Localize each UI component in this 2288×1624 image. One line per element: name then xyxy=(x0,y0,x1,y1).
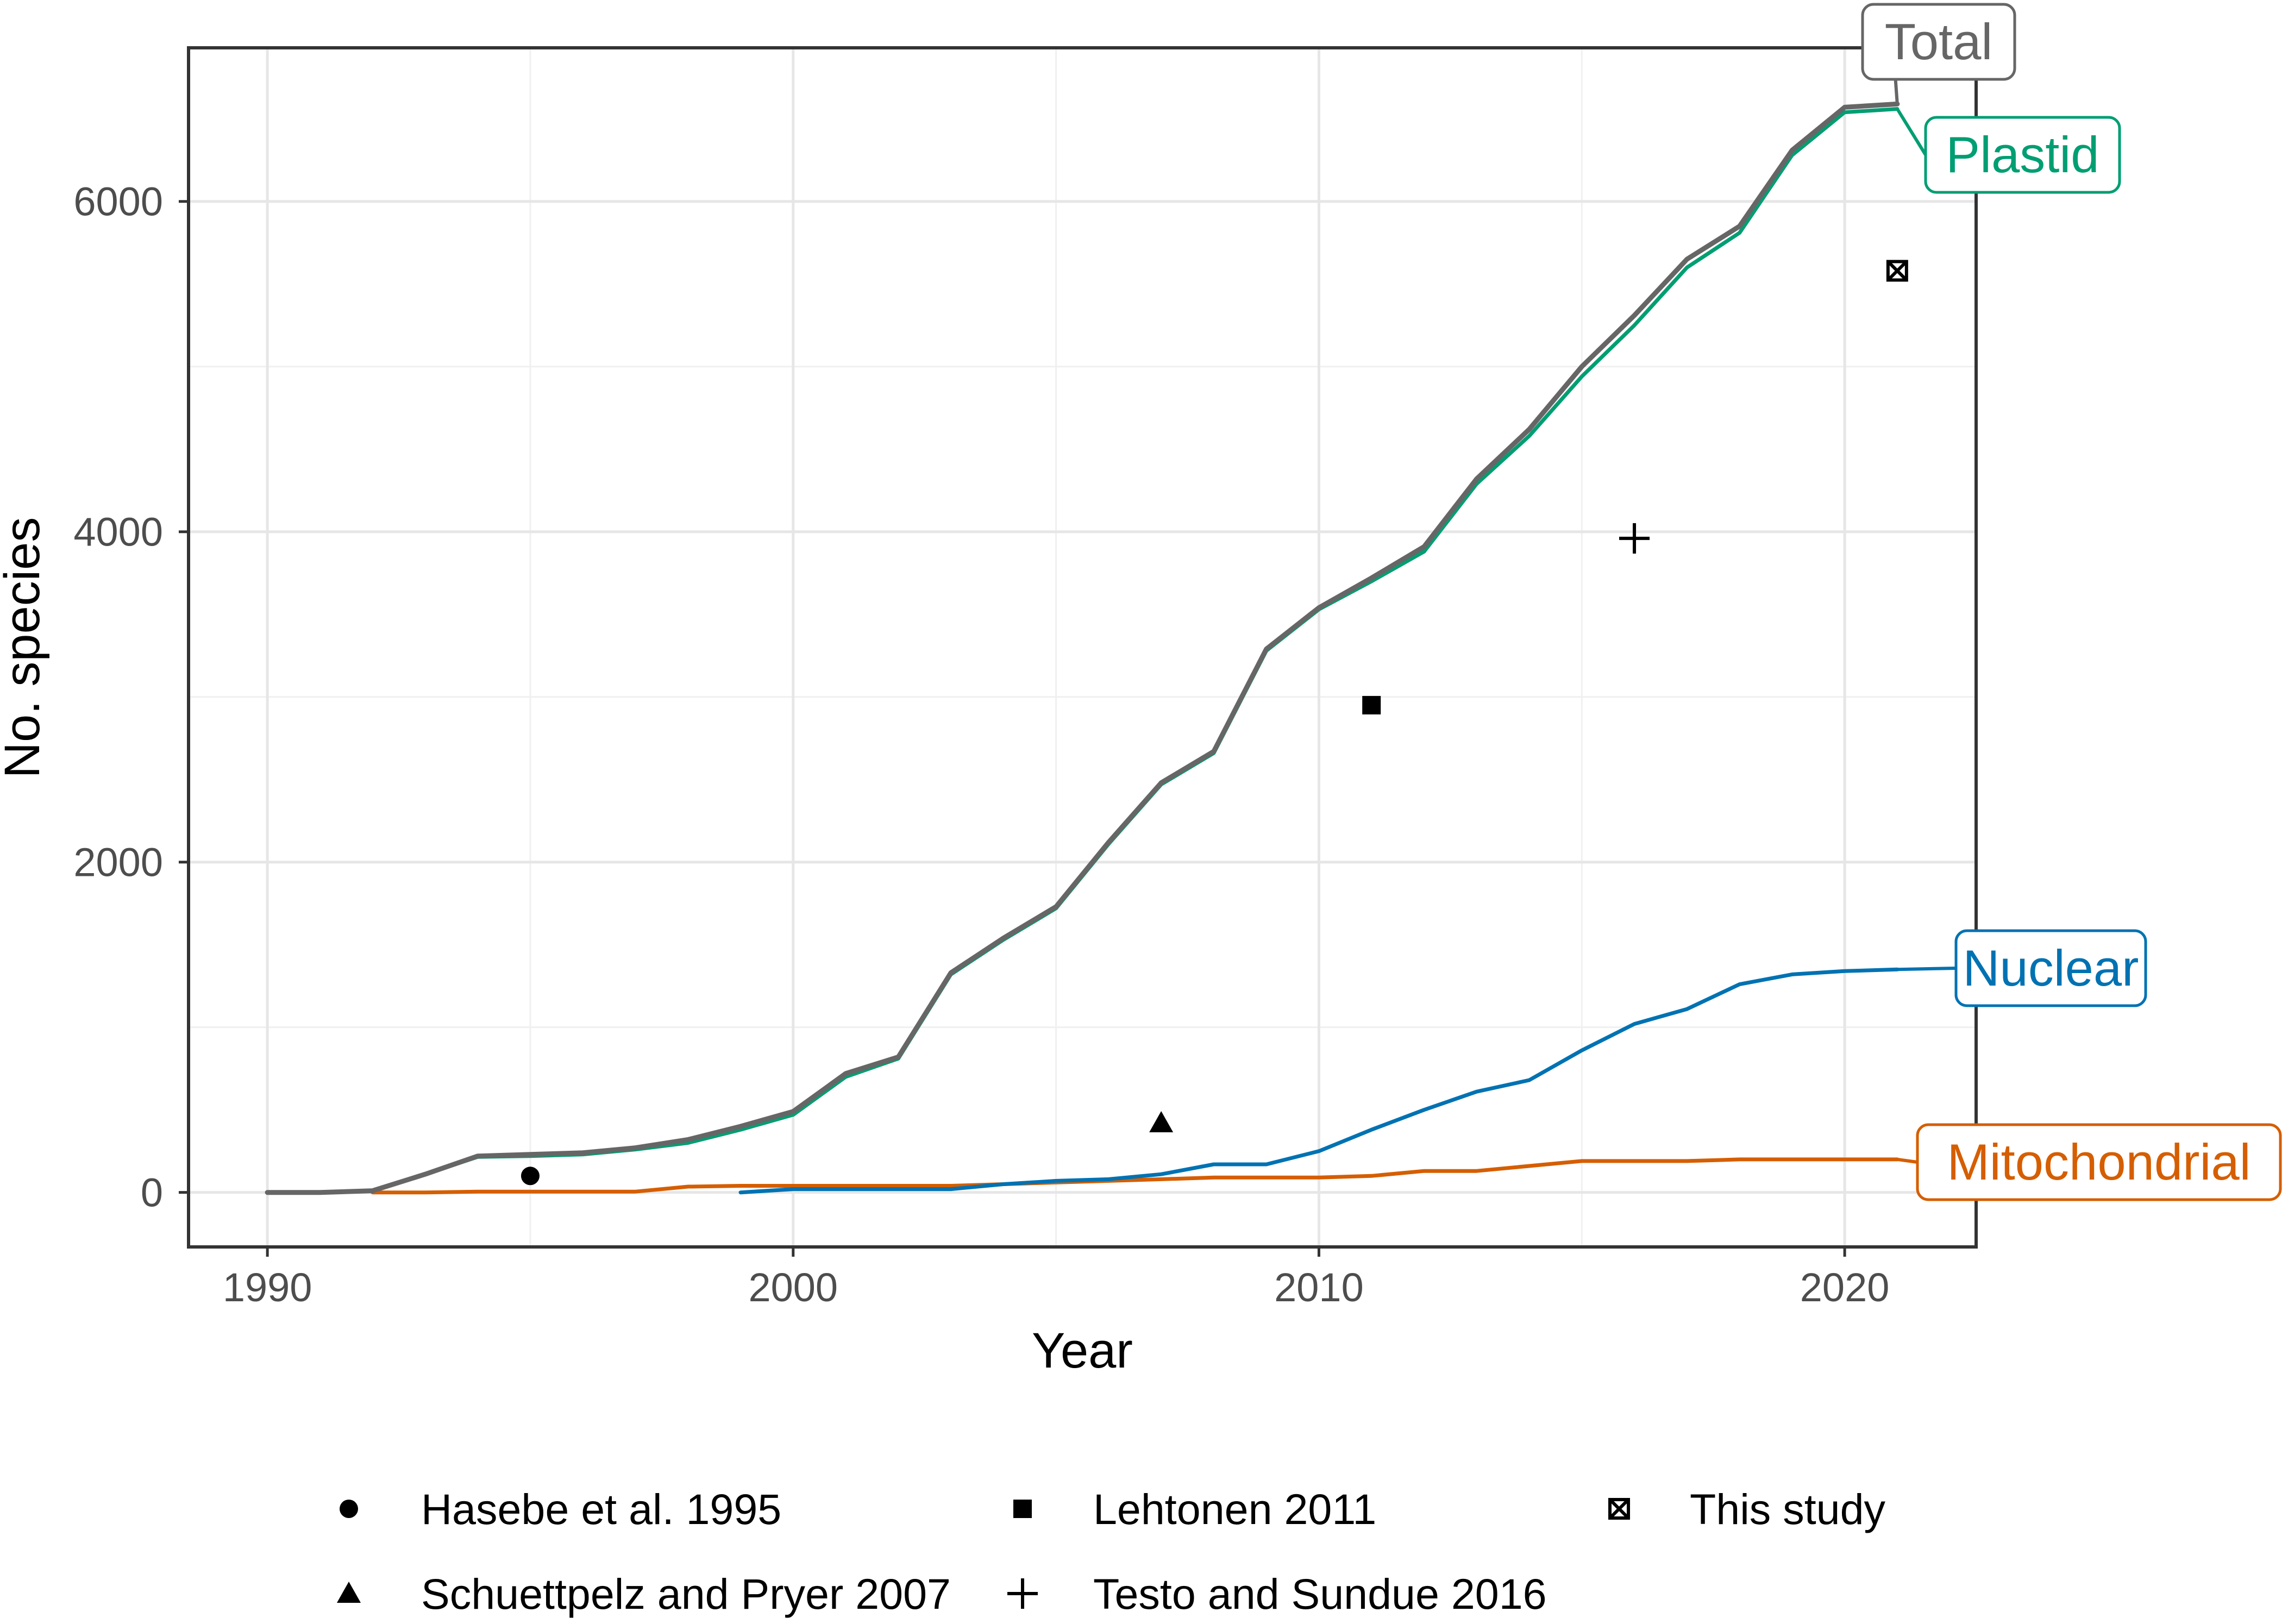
legend-key xyxy=(340,1500,358,1518)
legend-label: Testo and Sundue 2016 xyxy=(1093,1570,1547,1618)
axes: 1990 2000 2010 2020 0 2000 4000 6000 xyxy=(73,179,1889,1310)
point-hasebe-et-al-1995 xyxy=(521,1167,540,1186)
x-tick-label: 2020 xyxy=(1800,1265,1890,1310)
legend: Hasebe et al. 1995 Lehtonen 2011 This stud… xyxy=(337,1485,1886,1618)
legend-item: Hasebe et al. 1995 xyxy=(340,1485,781,1533)
series-label-plastid: Plastid xyxy=(1896,108,2121,194)
y-tick-label: 0 xyxy=(141,1170,163,1215)
series-line-plastid xyxy=(265,107,1900,1195)
triangle-marker xyxy=(1149,1111,1174,1133)
circle-marker xyxy=(340,1500,358,1518)
x-line-2 xyxy=(1886,260,1908,281)
y-tick-label: 4000 xyxy=(73,510,163,555)
legend-key xyxy=(337,1582,361,1603)
reference-points xyxy=(521,260,1908,1186)
y-tick-label: 2000 xyxy=(73,840,163,885)
circle-marker xyxy=(521,1167,540,1186)
series-labels: Total Plastid Nuclear Mitochondrial xyxy=(1861,3,2282,1201)
square-marker xyxy=(1013,1500,1032,1518)
point-this-study xyxy=(1886,260,1908,282)
x-tick-label: 2000 xyxy=(748,1265,838,1310)
square-marker xyxy=(1362,695,1381,714)
series-label-nuclear: Nuclear xyxy=(1897,929,2147,1007)
legend-label: Hasebe et al. 1995 xyxy=(421,1485,781,1533)
point-testo-and-sundue-2016 xyxy=(1619,523,1650,554)
series-label-connector xyxy=(1896,108,1927,156)
y-tick-label: 6000 xyxy=(73,179,163,224)
series-label-connector xyxy=(1897,967,1957,971)
point-lehtonen-2011 xyxy=(1362,695,1381,714)
grid xyxy=(189,48,1976,1247)
series-label-box xyxy=(1916,1123,2282,1201)
legend-label: Schuettpelz and Pryer 2007 xyxy=(421,1570,951,1618)
series-line-total xyxy=(265,101,1900,1195)
legend-item: This study xyxy=(1608,1485,1886,1533)
series-label-mitochondrial: Mitochondrial xyxy=(1897,1123,2282,1201)
series-lines xyxy=(265,101,1900,1195)
series-line-nuclear xyxy=(738,967,1900,1195)
x-line-2 xyxy=(1608,1498,1630,1520)
legend-item: Schuettpelz and Pryer 2007 xyxy=(337,1570,951,1618)
triangle-marker xyxy=(337,1582,361,1603)
series-label-text: Mitochondrial xyxy=(1947,1133,2251,1190)
legend-item: Testo and Sundue 2016 xyxy=(1007,1570,1547,1618)
series-label-text: Plastid xyxy=(1946,126,2099,183)
series-label-box xyxy=(1861,3,2016,81)
series-label-total: Total xyxy=(1861,3,2016,104)
legend-item: Lehtonen 2011 xyxy=(1013,1485,1376,1533)
legend-label: Lehtonen 2011 xyxy=(1093,1485,1376,1533)
point-schuettpelz-and-pryer-2007 xyxy=(1149,1111,1174,1133)
series-label-text: Nuclear xyxy=(1963,939,2139,996)
legend-key xyxy=(1608,1498,1630,1520)
x-tick-label: 1990 xyxy=(223,1265,312,1310)
legend-key xyxy=(1007,1578,1038,1609)
x-tick-label: 2010 xyxy=(1274,1265,1364,1310)
x-axis-title: Year xyxy=(1032,1323,1133,1378)
y-axis-title: No. species xyxy=(0,517,50,779)
legend-key xyxy=(1013,1500,1032,1518)
series-label-connector xyxy=(1897,1157,1918,1164)
series-line-mitochondrial xyxy=(371,1157,1900,1195)
series-label-text: Total xyxy=(1885,13,1993,70)
series-label-box xyxy=(1924,116,2121,194)
legend-label: This study xyxy=(1690,1485,1886,1533)
panel-border xyxy=(187,46,1978,1249)
series-label-box xyxy=(1954,929,2147,1007)
